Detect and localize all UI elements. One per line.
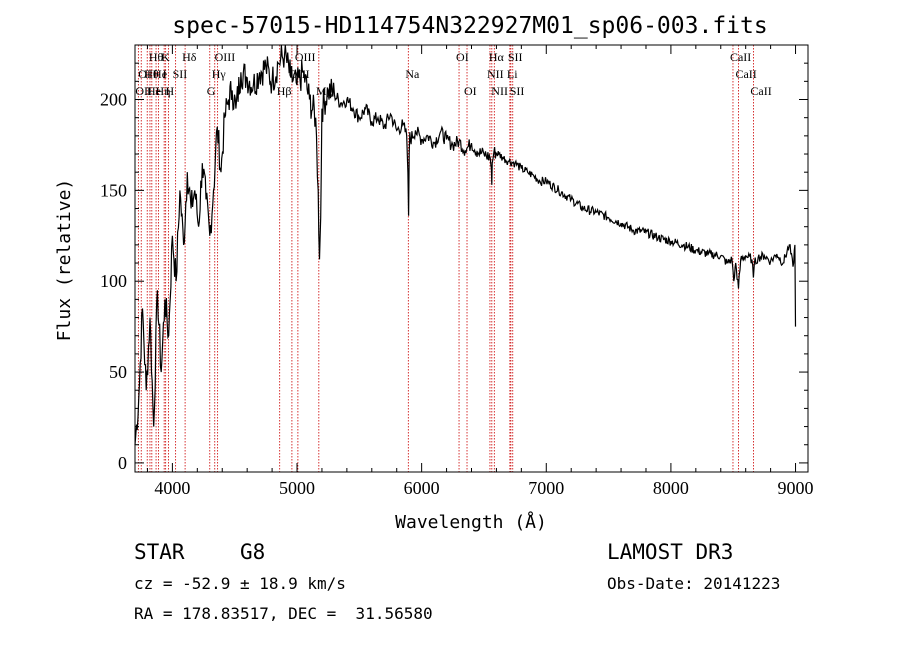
y-axis: 0 50 100 150 200 [100,62,808,473]
y-tick-label: 50 [109,362,127,382]
y-tick-label: 0 [118,453,127,473]
x-tick-label: 8000 [653,478,689,498]
x-tick-label: 9000 [778,478,814,498]
reference-line-label: G [207,84,216,98]
reference-line-label: Hη [156,84,171,98]
reference-line-label: OIII [215,50,236,64]
reference-lines [137,45,754,472]
reference-line-label: CaII [730,50,751,64]
reference-line-label: H [166,84,175,98]
reference-line-label: Na [405,67,420,81]
reference-line-labels: OIIOIHθHeHθHeHηKIHSIIHδGHγOIIIHβOIIIOIII… [135,50,771,98]
reference-line-label: NII [491,84,508,98]
reference-line-label: Hβ [277,84,292,98]
y-tick-label: 100 [100,271,127,291]
spectral-subclass: G8 [240,540,266,564]
x-axis-title: Wavelength (Å) [395,511,547,533]
x-tick-label: 7000 [528,478,564,498]
x-axis: 4000 5000 6000 7000 8000 9000 [146,45,814,498]
reference-line-label: Hδ [182,50,197,64]
reference-line-label: CaII [735,67,756,81]
x-tick-label: 6000 [404,478,440,498]
reference-line-label: SII [508,50,523,64]
reference-line-label: Hθ [144,67,159,81]
spectrum-line [134,44,797,445]
reference-line-label: OIII [295,50,316,64]
object-type: STAR [134,540,185,564]
plot-frame [134,44,809,473]
coordinates: RA = 178.83517, DEC = 31.56580 [134,604,433,623]
reference-line-label: SII [510,84,525,98]
y-axis-title: Flux (relative) [54,179,75,342]
reference-line-label: SII [173,67,188,81]
y-tick-label: 150 [100,180,127,200]
reference-line-label: Hα [489,50,505,64]
reference-line-label: CaII [750,84,771,98]
x-tick-label: 4000 [154,478,190,498]
reference-line-label: He [153,67,167,81]
observation-date: Obs-Date: 20141223 [607,574,781,593]
reference-line-label: K [161,50,170,64]
reference-line-label: I [163,67,167,81]
reference-line-label: He [147,84,161,98]
x-tick-label: 5000 [279,478,315,498]
reference-line-label: OI [456,50,469,64]
survey-name: LAMOST DR3 [607,540,734,564]
y-tick-label: 200 [100,90,127,110]
redshift-velocity: cz = -52.9 ± 18.9 km/s [134,574,346,593]
chart-title: spec-57015-HD114754N322927M01_sp06-003.f… [172,13,767,39]
reference-line-label: OI [464,84,477,98]
reference-line-label: NII [487,67,504,81]
reference-line-label: OII [135,84,152,98]
reference-line-label: Li [507,67,518,81]
reference-line-label: Hθ [149,50,164,64]
reference-line-label: Hγ [212,67,227,81]
reference-line-label: OI [138,67,151,81]
